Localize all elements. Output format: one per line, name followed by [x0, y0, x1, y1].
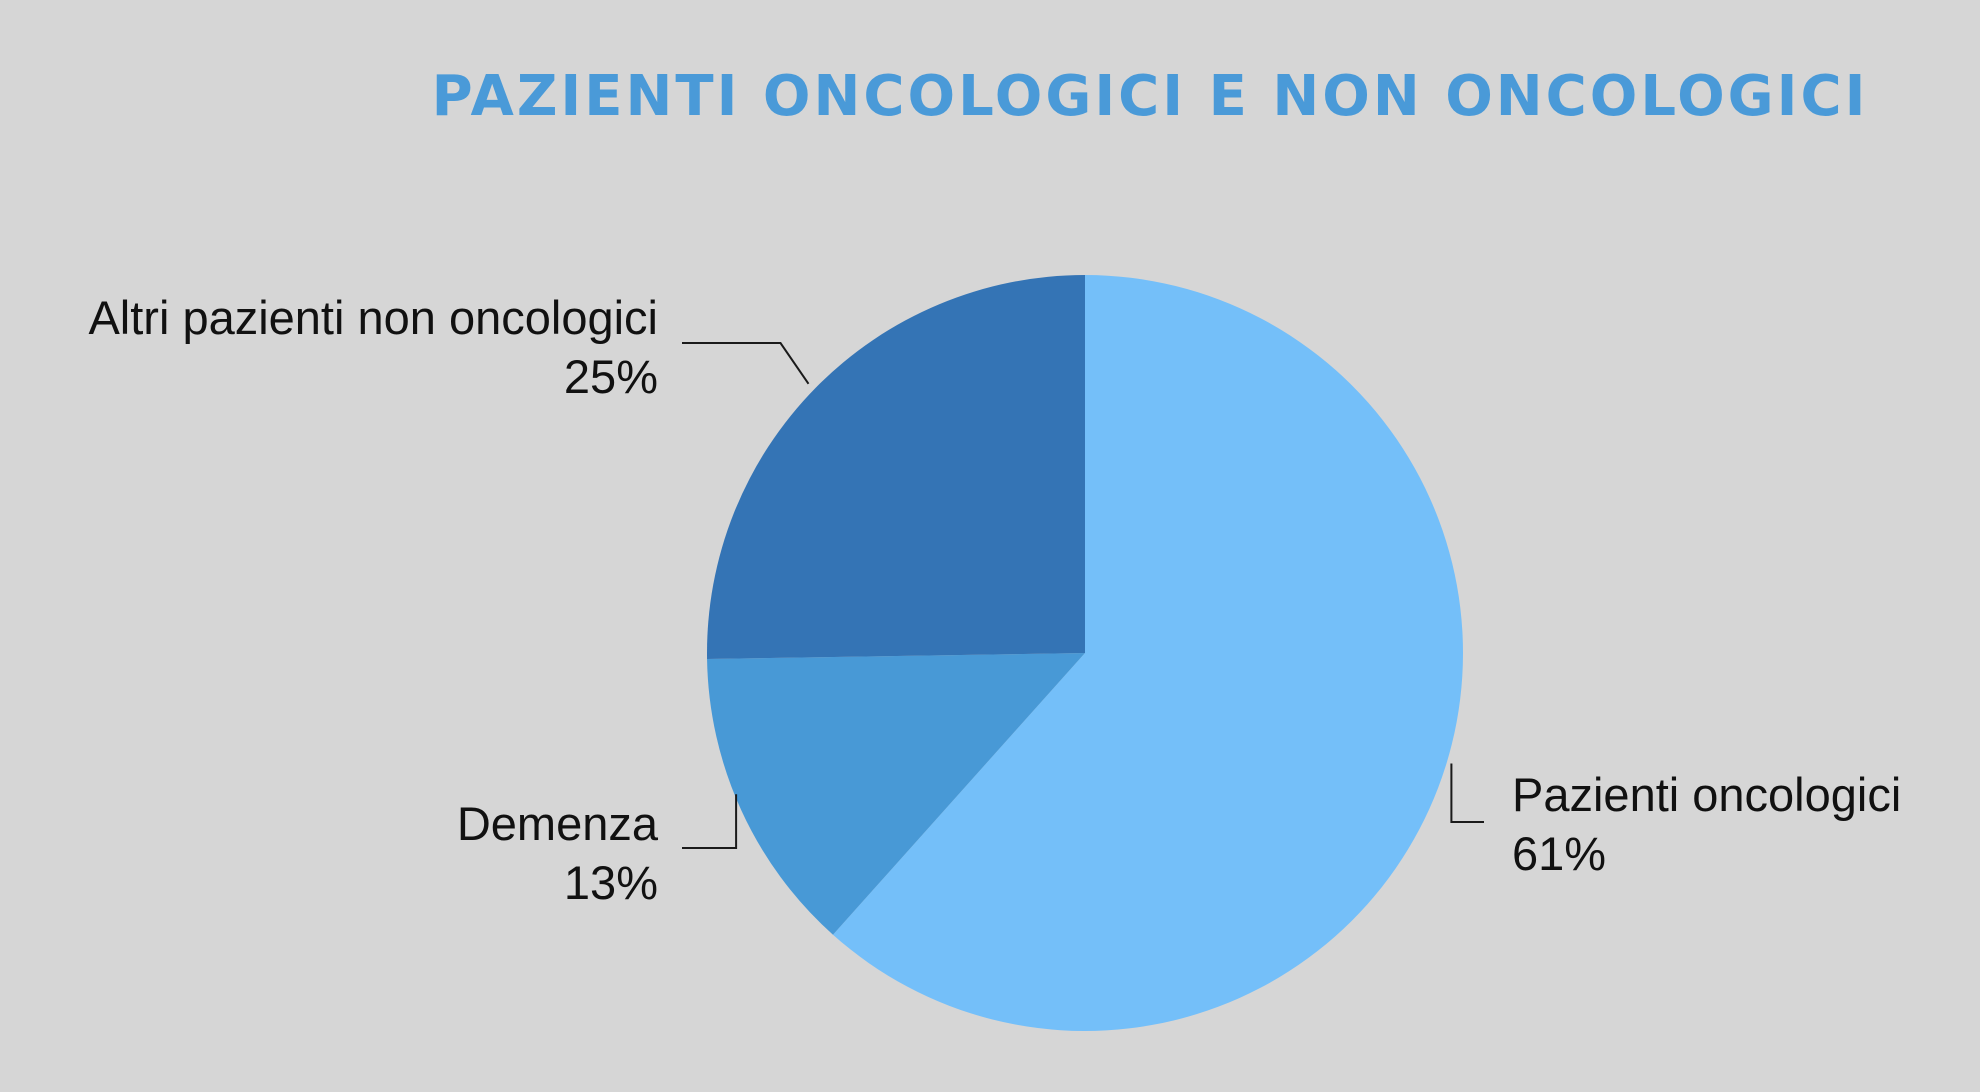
pie-slice-demenza	[707, 653, 1085, 935]
pie-slice-pazienti-oncologici	[832, 275, 1463, 1031]
slice-label-group-altri-pazienti-non-oncologici: Altri pazienti non oncologici 25%	[88, 291, 658, 403]
chart-title: PAZIENTI ONCOLOGICI E NON ONCOLOGICI	[432, 64, 1869, 129]
leader-line-demenza	[682, 794, 738, 849]
slice-value-pazienti-oncologici: 61%	[1512, 827, 1606, 880]
slice-value-altri-pazienti-non-oncologici: 25%	[564, 350, 658, 403]
slice-label-group-demenza: Demenza 13%	[457, 797, 659, 909]
slice-label-altri-pazienti-non-oncologici: Altri pazienti non oncologici	[88, 291, 658, 344]
leader-line-pazienti-oncologici	[1450, 763, 1484, 823]
slice-value-demenza: 13%	[564, 856, 658, 909]
slice-label-pazienti-oncologici: Pazienti oncologici	[1512, 768, 1901, 821]
slice-label-demenza: Demenza	[457, 797, 659, 850]
leader-lines	[682, 342, 1484, 849]
slice-label-group-pazienti-oncologici: Pazienti oncologici 61%	[1512, 768, 1901, 880]
leader-line-altri-pazienti-non-oncologici	[682, 342, 810, 385]
pie-slices	[707, 275, 1463, 1031]
pie-slice-altri-pazienti-non-oncologici	[707, 275, 1085, 659]
